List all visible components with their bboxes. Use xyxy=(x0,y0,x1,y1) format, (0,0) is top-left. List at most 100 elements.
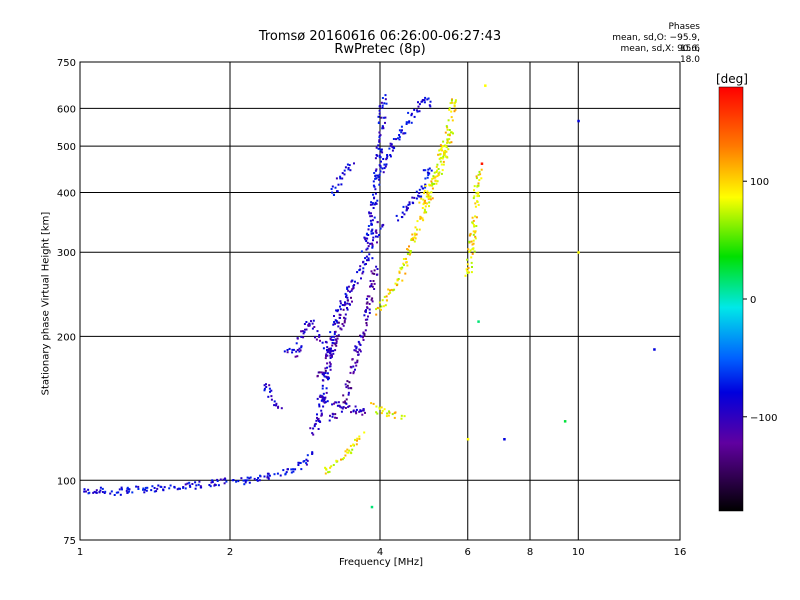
data-point xyxy=(428,205,430,208)
data-point xyxy=(440,163,443,166)
data-point xyxy=(444,149,447,152)
data-point xyxy=(473,224,475,227)
data-point xyxy=(301,330,304,333)
data-point xyxy=(379,105,381,107)
data-point xyxy=(447,133,449,136)
data-point xyxy=(302,332,305,335)
data-point xyxy=(120,486,123,489)
data-point xyxy=(362,339,365,341)
data-point xyxy=(367,257,370,260)
data-point xyxy=(418,228,421,231)
data-point xyxy=(354,410,357,413)
data-point xyxy=(355,443,358,446)
data-point xyxy=(479,173,482,176)
data-point xyxy=(322,400,325,403)
data-point xyxy=(365,263,367,265)
data-point xyxy=(357,340,360,343)
data-point xyxy=(273,404,276,407)
data-point xyxy=(371,297,374,300)
data-point xyxy=(101,487,104,490)
data-point xyxy=(475,225,478,227)
data-point xyxy=(430,180,433,183)
data-point xyxy=(286,351,289,354)
data-point xyxy=(412,202,415,205)
data-point xyxy=(365,255,368,258)
data-point xyxy=(435,171,438,173)
data-point xyxy=(390,288,393,291)
data-point xyxy=(329,466,332,469)
data-point xyxy=(135,485,138,488)
data-point xyxy=(429,195,432,198)
data-point xyxy=(341,304,344,306)
data-point xyxy=(475,175,478,178)
data-point xyxy=(370,222,373,225)
data-point xyxy=(330,335,333,338)
data-point xyxy=(370,283,373,285)
data-point xyxy=(419,215,422,218)
data-point xyxy=(288,347,291,350)
data-point xyxy=(351,288,354,291)
data-point xyxy=(373,203,376,206)
data-point xyxy=(414,226,417,229)
data-point xyxy=(484,84,487,87)
data-point xyxy=(377,115,380,118)
data-point xyxy=(358,410,361,413)
data-point xyxy=(360,335,362,338)
data-point xyxy=(365,248,368,251)
data-point xyxy=(216,480,219,482)
data-point xyxy=(368,211,371,214)
data-point xyxy=(313,326,316,328)
data-point xyxy=(377,122,380,124)
data-point xyxy=(427,174,430,176)
data-point xyxy=(371,245,374,248)
data-point xyxy=(423,189,426,192)
data-point xyxy=(371,223,373,226)
data-point xyxy=(335,309,338,312)
data-point xyxy=(440,172,443,175)
data-point xyxy=(356,351,359,354)
data-point xyxy=(418,195,421,198)
data-point xyxy=(434,179,437,182)
data-point xyxy=(385,163,388,166)
data-point xyxy=(375,168,378,171)
data-point xyxy=(381,127,384,130)
data-point xyxy=(423,101,426,104)
data-point xyxy=(424,199,426,202)
data-point xyxy=(160,486,163,488)
data-point xyxy=(424,185,427,187)
data-point xyxy=(328,419,331,422)
data-point xyxy=(376,241,378,244)
data-point xyxy=(363,334,366,337)
data-point xyxy=(473,195,476,198)
data-point xyxy=(417,194,420,197)
data-point xyxy=(115,491,118,494)
data-point xyxy=(419,217,422,220)
data-point xyxy=(331,191,334,194)
data-point xyxy=(476,185,479,188)
data-point xyxy=(143,491,146,494)
data-point xyxy=(413,232,416,235)
data-point xyxy=(347,393,350,396)
data-point xyxy=(391,289,394,292)
plot-frame xyxy=(79,61,681,541)
data-point xyxy=(364,238,367,241)
data-point xyxy=(371,285,374,288)
data-point xyxy=(407,111,410,114)
data-point xyxy=(321,395,324,398)
data-point xyxy=(385,102,388,105)
data-point xyxy=(177,487,180,490)
data-point xyxy=(363,236,366,239)
data-point xyxy=(374,177,377,180)
data-point xyxy=(358,437,361,440)
data-point xyxy=(450,141,453,144)
data-point xyxy=(422,187,425,190)
data-point xyxy=(444,145,447,148)
data-point xyxy=(362,270,365,273)
data-point xyxy=(363,314,366,317)
data-point xyxy=(344,400,346,403)
data-point xyxy=(137,488,140,490)
data-point xyxy=(388,147,391,150)
data-point xyxy=(424,96,427,99)
data-point xyxy=(345,294,348,297)
